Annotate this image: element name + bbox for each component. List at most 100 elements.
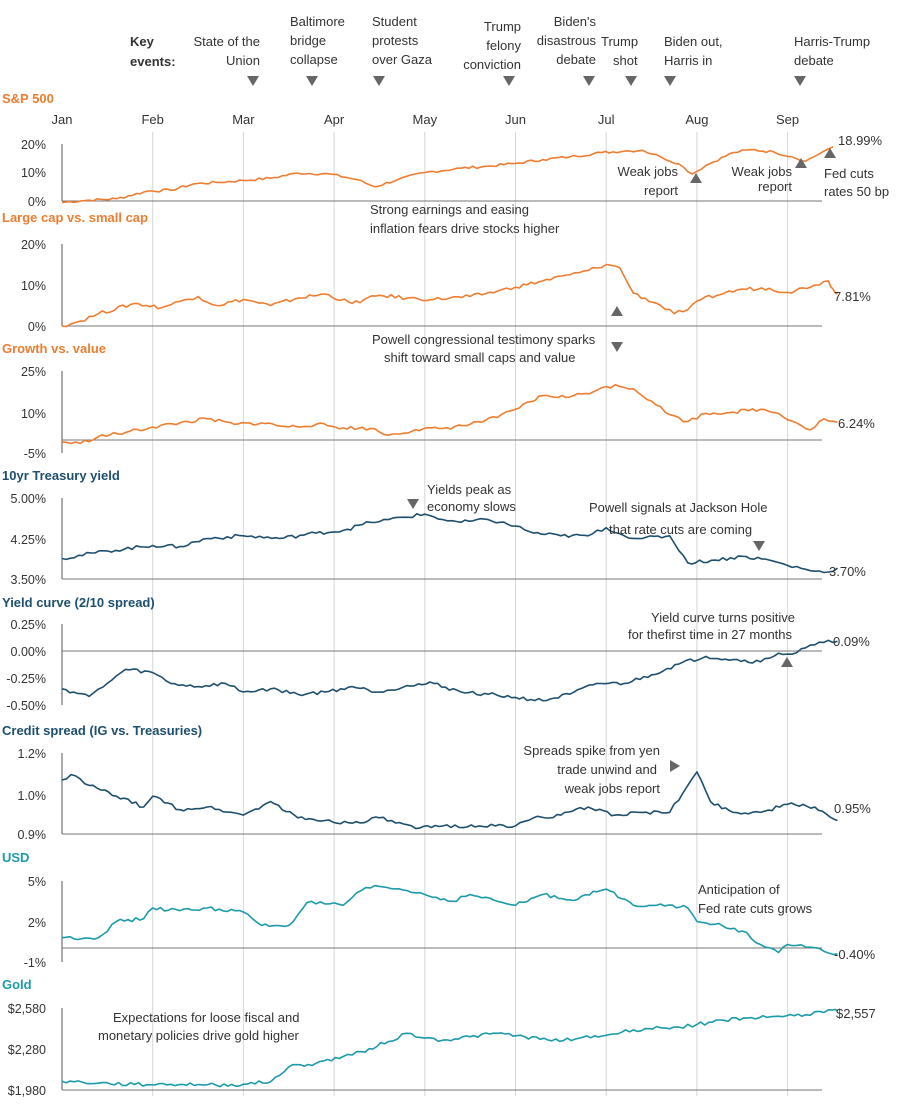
panel-3: 5.00% 4.25% 3.50% 3.70%: [11, 492, 867, 587]
y-tick-label: -1%: [24, 956, 46, 970]
panel-7: $2,580 $2,280 $1,980 $2,557: [8, 1002, 876, 1098]
annotation-fed-cuts-line1: Fed cuts: [824, 166, 874, 181]
y-tick-label: -5%: [24, 447, 46, 461]
month-label-jun: Jun: [505, 112, 526, 127]
end-value-label: 0.95%: [834, 801, 871, 816]
panel-title-credit-spread: Credit spread (IG vs. Treasuries): [2, 723, 202, 738]
series-line: [61, 512, 838, 574]
annotation-marker-triangle: [670, 760, 680, 772]
y-tick-label: 1.2%: [18, 747, 47, 761]
annotation-powell-testimony-line2: shift toward small caps and value: [384, 350, 575, 365]
annotation-marker-triangle: [795, 158, 807, 168]
event-marker-triangle: [373, 76, 385, 86]
annotation-jackson-hole-line2: that rate cuts are coming: [609, 522, 752, 537]
event-bidens-debate: Biden's disastrous debate: [537, 14, 597, 86]
month-label-mar: Mar: [232, 112, 255, 127]
panel-title-yield-curve: Yield curve (2/10 spread): [2, 595, 155, 610]
y-tick-label: 3.50%: [11, 573, 46, 587]
panel-title-growth-vs-value: Growth vs. value: [2, 341, 106, 356]
end-value-label: 0.09%: [833, 634, 870, 649]
annotation-marker-triangle: [611, 342, 623, 352]
chart-panels: 20% 10% 0% 18.99% 20% 10% 0% 7.81% 25% 10% -5% 6.24…: [6, 133, 882, 1098]
event-label-line: Harris-Trump: [794, 34, 870, 49]
end-value-label: 7.81%: [834, 289, 871, 304]
event-label-line: Trump: [601, 34, 638, 49]
annotation-strong-earnings-line1: Strong earnings and easing: [370, 202, 529, 217]
panel-title-usd: USD: [2, 850, 29, 865]
event-label-line: debate: [556, 52, 596, 67]
event-label-line: shot: [613, 53, 638, 68]
annotation-fed-rate-cuts-line2: Fed rate cuts grows: [698, 901, 813, 916]
month-label-jul: Jul: [598, 112, 615, 127]
event-label-line: protests: [372, 33, 419, 48]
end-value-label: -0.40%: [834, 947, 876, 962]
event-marker-triangle: [625, 76, 637, 86]
panel-4: 0.25% 0.00% -0.25% -0.50% 0.09%: [6, 618, 870, 713]
panel-5: 1.2% 1.0% 0.9% 0.95%: [18, 747, 872, 842]
event-label-line: over Gaza: [372, 52, 433, 67]
event-marker-triangle: [306, 76, 318, 86]
event-state-of-the-union: State of the Union: [194, 34, 261, 86]
annotation-weak-jobs-1-line2: report: [644, 183, 678, 198]
y-tick-label: 10%: [21, 279, 46, 293]
series-line: [61, 146, 834, 204]
key-events-header: Key events: State of the Union Baltimore…: [130, 14, 870, 86]
event-marker-triangle: [664, 76, 676, 86]
end-value-label: 3.70%: [829, 564, 866, 579]
annotation-yield-curve-positive-line2: for thefirst time in 27 months: [628, 627, 793, 642]
y-tick-label: 10%: [21, 407, 46, 421]
end-value-label: 18.99%: [838, 133, 883, 148]
event-label-line: Union: [226, 53, 260, 68]
y-tick-label: 20%: [21, 238, 46, 252]
month-label-sep: Sep: [776, 112, 799, 127]
annotation-marker-triangle: [407, 499, 419, 509]
month-label-may: May: [413, 112, 438, 127]
event-label-line: Trump: [484, 19, 521, 34]
annotation-weak-jobs-2-line1: Weak jobs: [732, 164, 793, 179]
event-label-line: Baltimore: [290, 14, 345, 29]
y-tick-label: 0%: [28, 195, 46, 209]
series-line: [61, 383, 838, 445]
event-trump-felony-conviction: Trump felony conviction: [463, 19, 521, 86]
y-tick-label: 2%: [28, 916, 46, 930]
panel-6: 5% 2% -1% -0.40%: [24, 875, 876, 970]
month-label-jan: Jan: [52, 112, 73, 127]
month-label-feb: Feb: [141, 112, 163, 127]
event-harris-trump-debate: Harris-Trump debate: [794, 34, 870, 86]
event-label-line: Harris in: [664, 53, 712, 68]
event-marker-triangle: [503, 76, 515, 86]
annotation-yield-curve-positive-line1: Yield curve turns positive: [651, 610, 795, 625]
annotation-gold-line2: monetary policies drive gold higher: [98, 1028, 300, 1043]
annotation-marker-triangle: [781, 657, 793, 667]
annotation-jackson-hole-line1: Powell signals at Jackson Hole: [589, 500, 767, 515]
annotation-marker-triangle: [824, 148, 836, 158]
y-tick-label: -0.50%: [6, 699, 46, 713]
event-label-line: Student: [372, 14, 417, 29]
event-marker-triangle: [247, 76, 259, 86]
series-line: [61, 884, 838, 956]
month-axis-labels: Jan Feb Mar Apr May Jun Jul Aug Sep: [52, 112, 800, 127]
event-label-line: disastrous: [537, 33, 597, 48]
annotation-yields-peak-line1: Yields peak as: [427, 482, 512, 497]
event-label-line: conviction: [463, 57, 521, 72]
event-label-line: State of the: [194, 34, 261, 49]
annotation-fed-cuts-line2: rates 50 bp: [824, 184, 889, 199]
event-baltimore-bridge-collapse: Baltimore bridge collapse: [290, 14, 345, 86]
y-tick-label: 0.25%: [11, 618, 46, 632]
panel-title-large-vs-small: Large cap vs. small cap: [2, 210, 148, 225]
key-events-label-line2: events:: [130, 54, 176, 69]
event-label-line: bridge: [290, 33, 326, 48]
y-tick-label: 10%: [21, 166, 46, 180]
annotation-fed-rate-cuts-line1: Anticipation of: [698, 882, 780, 897]
y-tick-label: 1.0%: [18, 789, 47, 803]
event-label-line: Biden's: [554, 14, 597, 29]
y-tick-label: $2,280: [8, 1043, 46, 1057]
y-tick-label: $2,580: [8, 1002, 46, 1016]
event-trump-shot: Trump shot: [601, 34, 638, 86]
annotation-spreads-spike-line3: weak jobs report: [564, 781, 661, 796]
annotation-marker-triangle: [753, 541, 765, 551]
month-label-apr: Apr: [324, 112, 345, 127]
y-tick-label: -0.25%: [6, 672, 46, 686]
annotation-powell-testimony-line1: Powell congressional testimony sparks: [372, 332, 596, 347]
series-line: [61, 1008, 838, 1088]
